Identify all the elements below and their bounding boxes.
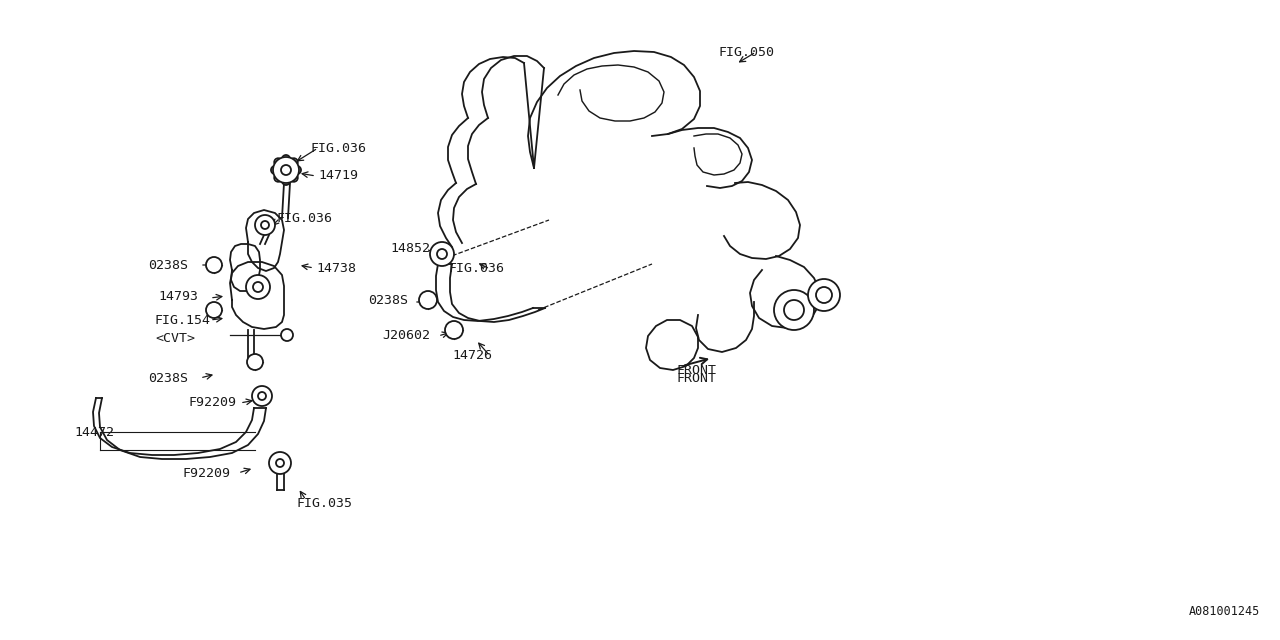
Circle shape (255, 215, 275, 235)
Text: FRONT: FRONT (676, 364, 716, 376)
Circle shape (259, 392, 266, 400)
Circle shape (206, 257, 221, 273)
Circle shape (276, 459, 284, 467)
Circle shape (261, 221, 269, 229)
Text: 14472: 14472 (74, 426, 114, 438)
Circle shape (253, 282, 262, 292)
Circle shape (293, 166, 301, 174)
Text: F92209: F92209 (183, 467, 230, 479)
Circle shape (289, 158, 298, 166)
Text: 0238S: 0238S (369, 294, 408, 307)
Circle shape (445, 321, 463, 339)
Circle shape (436, 249, 447, 259)
Circle shape (246, 275, 270, 299)
Text: FIG.036: FIG.036 (310, 141, 366, 154)
Text: <CVT>: <CVT> (155, 332, 195, 344)
Circle shape (289, 174, 298, 182)
Circle shape (247, 354, 262, 370)
Text: 14793: 14793 (157, 289, 198, 303)
Circle shape (783, 300, 804, 320)
Text: F92209: F92209 (188, 396, 236, 408)
Text: FIG.036: FIG.036 (448, 262, 504, 275)
Text: 0238S: 0238S (148, 371, 188, 385)
Circle shape (808, 279, 840, 311)
Circle shape (269, 452, 291, 474)
Circle shape (282, 155, 291, 163)
Text: J20602: J20602 (381, 328, 430, 342)
Circle shape (282, 177, 291, 185)
Text: 0238S: 0238S (148, 259, 188, 271)
Circle shape (274, 158, 282, 166)
Circle shape (273, 157, 300, 183)
Circle shape (419, 291, 436, 309)
Circle shape (774, 290, 814, 330)
Text: FIG.050: FIG.050 (718, 45, 774, 58)
Circle shape (252, 386, 273, 406)
Text: FIG.154: FIG.154 (155, 314, 211, 326)
Circle shape (274, 174, 282, 182)
Text: 14719: 14719 (317, 168, 358, 182)
Text: FIG.035: FIG.035 (296, 497, 352, 509)
Circle shape (282, 329, 293, 341)
Text: 14852: 14852 (390, 241, 430, 255)
Circle shape (271, 166, 279, 174)
Text: FRONT: FRONT (676, 372, 716, 385)
Circle shape (817, 287, 832, 303)
Text: A081001245: A081001245 (1189, 605, 1260, 618)
Text: 14726: 14726 (452, 349, 492, 362)
Circle shape (430, 242, 454, 266)
Text: 14738: 14738 (316, 262, 356, 275)
Circle shape (282, 165, 291, 175)
Circle shape (206, 302, 221, 318)
Text: FIG.036: FIG.036 (276, 211, 332, 225)
